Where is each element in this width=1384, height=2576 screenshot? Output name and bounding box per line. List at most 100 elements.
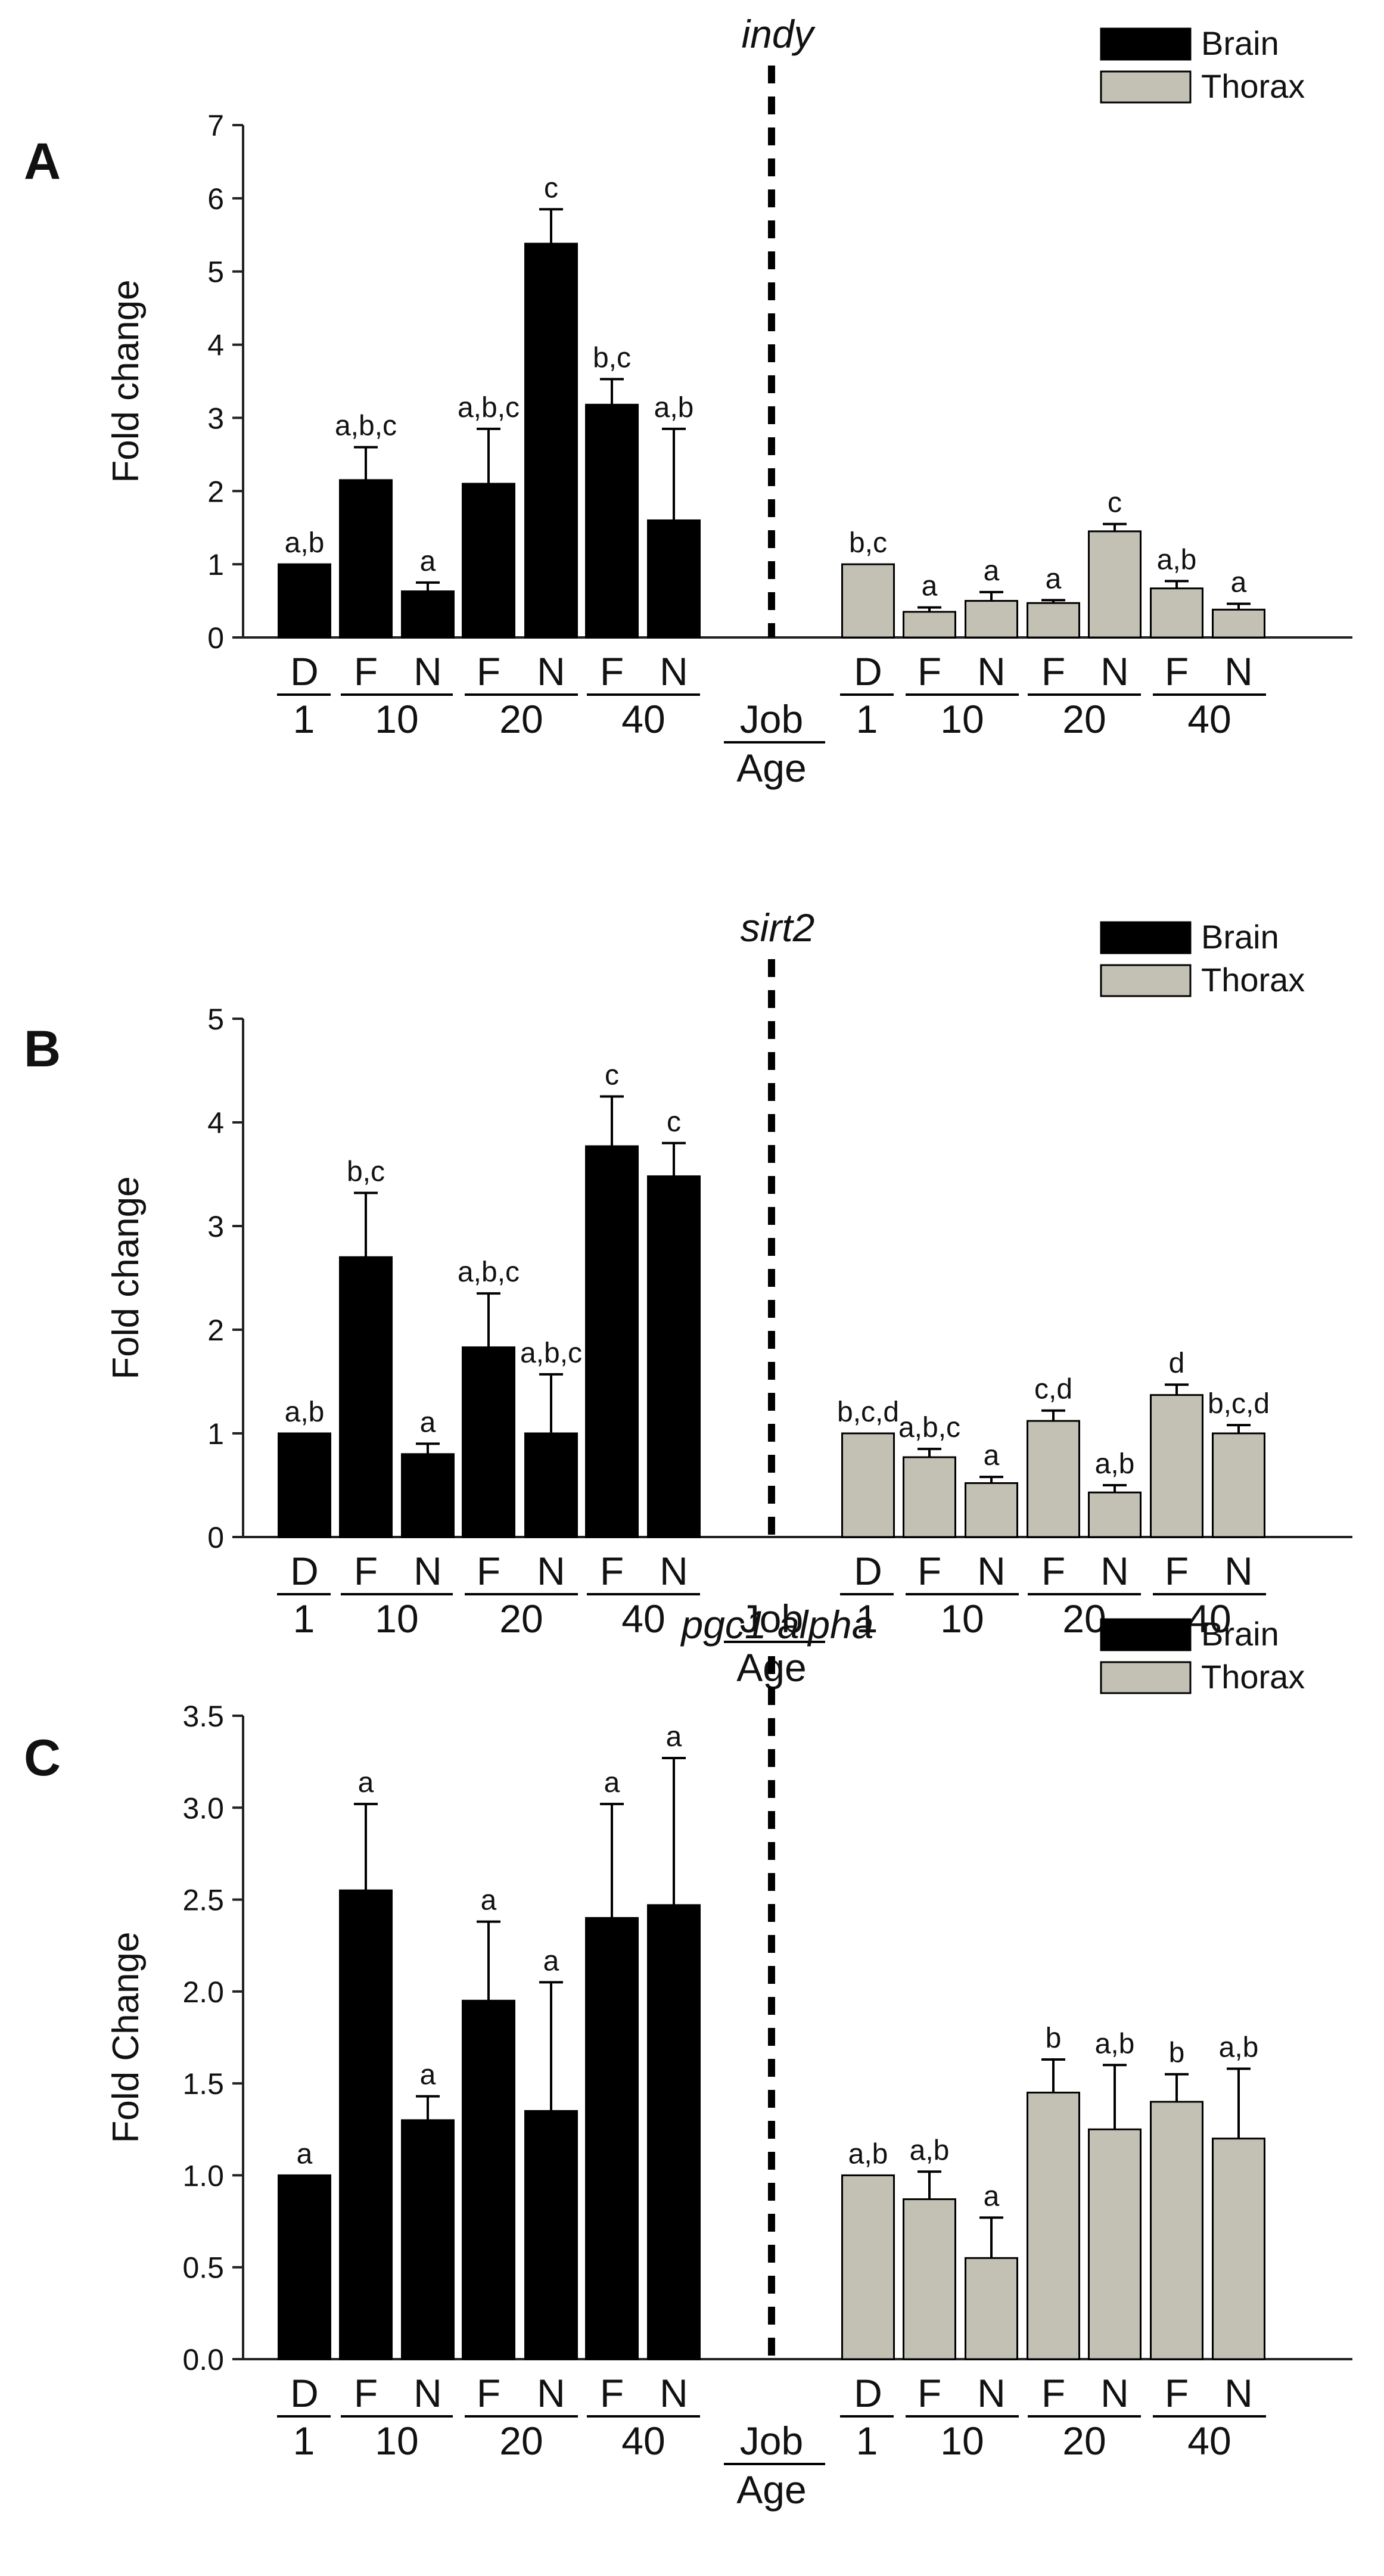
thorax-significance-label: a,b,c — [898, 1412, 960, 1443]
thorax-significance-label: a,b — [910, 2135, 950, 2166]
brain-significance-label: a — [543, 1945, 559, 1977]
brain-bar — [401, 2119, 455, 2360]
brain-significance-label: a — [481, 1885, 497, 1917]
brain-bar — [585, 1917, 639, 2360]
brain-significance-label: a — [666, 1721, 682, 1753]
brain-bar — [339, 1889, 393, 2360]
x-age-label: 20 — [1062, 697, 1106, 741]
thorax-bar — [1212, 2138, 1265, 2360]
x-job-code: N — [537, 2371, 565, 2415]
x-job-code: F — [477, 649, 500, 693]
x-job-code: F — [918, 2371, 941, 2415]
legend-swatch-brain — [1100, 1618, 1192, 1651]
x-job-code: D — [854, 649, 882, 693]
x-age-label: 20 — [499, 697, 543, 741]
x-job-code: N — [1100, 649, 1129, 693]
brain-bar — [585, 403, 639, 639]
legend-label-brain: Brain — [1201, 1615, 1279, 1653]
y-tick-label: 1 — [207, 1417, 224, 1451]
brain-significance-label: a,b — [654, 392, 694, 424]
y-tick-label: 2.5 — [182, 1884, 224, 1917]
x-job-code: N — [1100, 1549, 1129, 1593]
y-tick-label: 0.5 — [182, 2251, 224, 2285]
thorax-significance-label: a,b — [1095, 1448, 1135, 1480]
x-job-code: F — [918, 649, 941, 693]
brain-significance-label: b,c — [593, 342, 631, 374]
x-age-title: Age — [736, 746, 806, 790]
x-age-label: 10 — [940, 2419, 984, 2463]
legend-swatch-thorax — [1100, 964, 1192, 997]
thorax-significance-label: a — [984, 2180, 1000, 2212]
thorax-bar — [1027, 1420, 1080, 1538]
thorax-significance-label: a — [1046, 563, 1062, 595]
x-age-label: 10 — [375, 2419, 418, 2463]
panel-label: B — [24, 1021, 61, 1078]
y-tick-label: 2 — [207, 1314, 224, 1347]
x-job-code: F — [918, 1549, 941, 1593]
y-tick-label: 7 — [207, 109, 224, 142]
x-age-label: 20 — [499, 1597, 543, 1641]
x-job-code: F — [354, 2371, 378, 2415]
legend-label-brain: Brain — [1201, 24, 1279, 62]
thorax-bar — [1150, 2101, 1203, 2360]
x-job-code: D — [290, 1549, 319, 1593]
thorax-significance-label: a — [984, 555, 1000, 587]
x-age-title: Age — [736, 2468, 806, 2512]
thorax-bar — [841, 563, 895, 639]
brain-significance-label: a — [358, 1767, 374, 1799]
x-age-label: 10 — [940, 697, 984, 741]
x-job-label: Job — [740, 1597, 803, 1641]
brain-significance-label: c — [544, 172, 558, 204]
x-age-label: 40 — [621, 1597, 665, 1641]
x-job-code: D — [290, 2371, 319, 2415]
x-age-label: 40 — [621, 2419, 665, 2463]
brain-bar — [401, 590, 455, 639]
brain-significance-label: c — [667, 1106, 681, 1138]
x-job-code: N — [977, 649, 1006, 693]
brain-significance-label: a — [297, 2138, 313, 2170]
x-job-code: F — [1041, 1549, 1065, 1593]
brain-significance-label: a,b — [285, 1396, 325, 1428]
thorax-bar — [965, 1482, 1018, 1538]
y-tick-label: 3 — [207, 1210, 224, 1243]
y-tick-label: 3 — [207, 402, 224, 435]
y-tick-label: 0 — [207, 1521, 224, 1554]
thorax-significance-label: a — [922, 571, 938, 602]
x-job-code: N — [977, 1549, 1006, 1593]
brain-significance-label: a,b,c — [335, 410, 397, 442]
chart-title: indy — [741, 12, 816, 56]
thorax-bar — [1027, 602, 1080, 639]
x-job-code: F — [1165, 2371, 1189, 2415]
legend-swatch-thorax — [1100, 70, 1192, 104]
legend-label-thorax: Thorax — [1201, 961, 1305, 998]
thorax-significance-label: a — [1231, 567, 1247, 598]
brain-bar — [339, 479, 393, 639]
brain-bar — [524, 242, 578, 639]
thorax-bar — [1212, 1432, 1265, 1538]
brain-bar — [462, 483, 515, 639]
brain-significance-label: a — [604, 1767, 620, 1799]
brain-bar — [585, 1145, 639, 1538]
thorax-significance-label: c,d — [1034, 1374, 1072, 1405]
brain-bar — [462, 1346, 515, 1538]
x-age-label: 20 — [499, 2419, 543, 2463]
x-job-code: N — [1224, 2371, 1253, 2415]
brain-bar — [278, 1432, 331, 1538]
x-age-label: 40 — [1187, 697, 1231, 741]
x-age-label: 1 — [293, 2419, 315, 2463]
x-job-code: N — [413, 649, 442, 693]
brain-bar — [401, 1453, 455, 1538]
brain-significance-label: a — [420, 546, 436, 577]
brain-significance-label: a,b,c — [458, 1256, 520, 1288]
thorax-bar — [965, 2257, 1018, 2360]
x-job-code: N — [537, 1549, 565, 1593]
brain-significance-label: a,b,c — [520, 1337, 582, 1369]
brain-significance-label: c — [605, 1060, 619, 1091]
x-job-code: F — [354, 649, 378, 693]
chart-title: sirt2 — [741, 906, 815, 950]
brain-bar — [647, 1175, 701, 1538]
x-job-code: D — [854, 1549, 882, 1593]
x-job-code: N — [1224, 649, 1253, 693]
